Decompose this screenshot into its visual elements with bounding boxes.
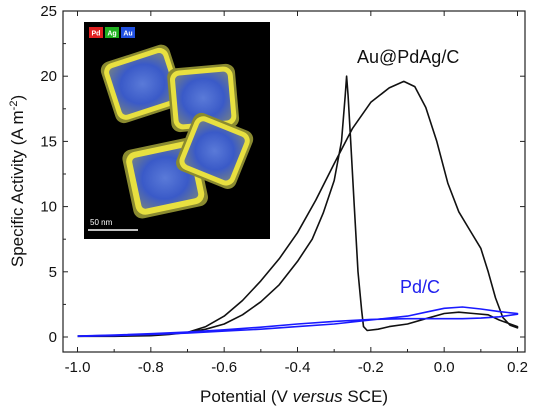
y-tick-label: 0 (49, 329, 57, 346)
x-tick-label: -1.0 (65, 359, 91, 376)
series-group (77, 75, 519, 338)
y-tick-label: 15 (40, 133, 57, 150)
inset-micrograph: Pd Ag Au 50 nm (84, 22, 270, 239)
series-line-pd-c (77, 306, 519, 338)
y-tick-label: 25 (40, 3, 57, 20)
x-axis-title: Potential (V versus SCE) (200, 387, 388, 406)
nanocube-2 (167, 63, 240, 133)
x-axis-ticks: -1.0 -0.8 -0.6 -0.4 -0.2 0.0 0.2 (65, 11, 528, 376)
x-tick-label: -0.8 (138, 359, 164, 376)
y-tick-label: 20 (40, 68, 57, 85)
inset-tag-box (105, 27, 119, 38)
y-axis-ticks: 0 5 10 15 20 25 (40, 3, 525, 346)
x-tick-label: -0.2 (358, 359, 384, 376)
x-tick-label: -0.6 (211, 359, 237, 376)
nanocube-1 (100, 44, 185, 124)
inset-element-tags: Pd Ag Au (89, 27, 135, 38)
series-line-au-pdag-c (77, 75, 519, 338)
inset-tag-label: Pd (92, 31, 101, 38)
x-tick-label: -0.4 (285, 359, 311, 376)
plot-frame (62, 10, 526, 353)
inset-tag-box (121, 27, 135, 38)
y-tick-label: 5 (49, 264, 57, 281)
series-label-pd: Pd/C (400, 277, 440, 297)
series-label-au-pdag: Au@PdAg/C (357, 47, 459, 67)
nanocube-4 (176, 112, 254, 189)
x-tick-label: 0.0 (434, 359, 455, 376)
inset-tag-label: Au (123, 31, 132, 38)
x-tick-label: 0.2 (507, 359, 528, 376)
inset-tag-box (89, 27, 103, 38)
inset-tag-label: Ag (107, 31, 116, 38)
y-axis-title: Specific Activity (A m-2) (8, 95, 27, 267)
scale-bar-label: 50 nm (90, 218, 113, 227)
y-tick-label: 10 (40, 199, 57, 216)
